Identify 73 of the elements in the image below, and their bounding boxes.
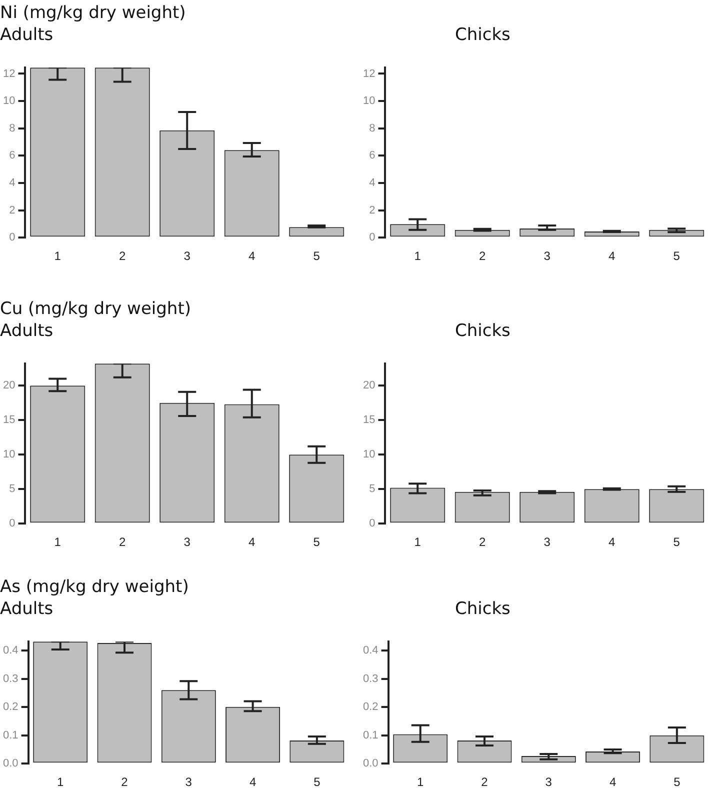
y-tick-label: 0: [9, 232, 16, 244]
y-tick-label: 0: [9, 518, 16, 530]
x-tick-label: 4: [248, 249, 256, 264]
x-tick-label: 1: [57, 775, 64, 790]
x-tick-label: 5: [673, 249, 680, 264]
y-tick-label: 12: [362, 68, 376, 80]
y-tick-label: 4: [9, 177, 16, 190]
y-tick-label: 10: [362, 95, 376, 108]
y-tick-label: 0: [369, 518, 376, 530]
y-tick-label: 10: [362, 448, 376, 461]
x-tick-label: 4: [248, 535, 256, 550]
chart-title: Chicks: [454, 320, 512, 342]
x-tick-label: 2: [479, 535, 486, 550]
y-tick-label: 5: [9, 483, 16, 496]
y-tick-label: 20: [362, 380, 376, 392]
x-tick-label: 2: [481, 775, 488, 790]
chart-subtitle: Adults: [0, 24, 54, 46]
chart-title: As (mg/kg dry weight): [0, 576, 190, 598]
x-tick-label: 2: [479, 249, 486, 264]
y-tick-label: 4: [369, 177, 376, 190]
y-tick-label: 0.1: [362, 729, 378, 742]
x-tick-label: 4: [608, 535, 616, 550]
y-tick-label: 6: [369, 150, 376, 162]
x-tick-label: 3: [545, 775, 552, 790]
y-tick-label: 0.0: [2, 758, 18, 770]
y-tick-label: 8: [369, 122, 376, 134]
x-tick-label: 1: [54, 249, 62, 264]
y-tick-label: 0.3: [362, 672, 378, 685]
x-tick-label: 4: [609, 775, 616, 790]
x-tick-label: 5: [673, 535, 680, 550]
x-tick-label: 3: [544, 249, 551, 264]
y-tick-label: 2: [369, 204, 376, 216]
x-tick-label: 1: [414, 535, 422, 550]
x-tick-label: 3: [544, 535, 551, 550]
chart-title: Chicks: [454, 24, 512, 46]
x-tick-label: 1: [417, 775, 424, 790]
y-tick-label: 15: [362, 414, 376, 426]
chart-title: Ni (mg/kg dry weight): [0, 2, 187, 24]
y-tick-label: 20: [2, 380, 16, 392]
y-tick-label: 2: [9, 204, 16, 216]
y-tick-label: 12: [2, 68, 16, 80]
y-tick-label: 10: [2, 448, 16, 461]
x-tick-label: 3: [184, 535, 191, 550]
x-tick-label: 2: [119, 535, 126, 550]
x-tick-label: 5: [313, 249, 320, 264]
y-tick-label: 10: [2, 95, 16, 108]
y-tick-label: 0.4: [2, 644, 18, 657]
x-tick-label: 4: [608, 249, 616, 264]
y-tick-label: 0.2: [2, 701, 18, 714]
y-tick-label: 0: [369, 232, 376, 244]
y-tick-label: 0.0: [362, 758, 378, 770]
y-tick-label: 0.4: [362, 644, 378, 657]
x-tick-label: 1: [54, 535, 62, 550]
x-tick-label: 5: [313, 535, 320, 550]
x-tick-label: 2: [121, 775, 128, 790]
x-tick-label: 4: [249, 775, 256, 790]
y-tick-label: 15: [2, 414, 16, 426]
chart-title: Chicks: [454, 598, 512, 620]
x-tick-label: 2: [119, 249, 126, 264]
y-tick-label: 0.2: [362, 701, 378, 714]
y-tick-label: 6: [9, 150, 16, 162]
x-tick-label: 5: [674, 775, 681, 790]
y-tick-label: 5: [369, 483, 376, 496]
y-tick-label: 0.3: [2, 672, 18, 685]
chart-subtitle: Adults: [0, 598, 54, 620]
y-tick-label: 0.1: [2, 729, 18, 742]
chart-title: Cu (mg/kg dry weight): [0, 298, 192, 320]
x-tick-label: 3: [184, 249, 191, 264]
x-tick-label: 3: [185, 775, 192, 790]
x-tick-label: 1: [414, 249, 422, 264]
x-tick-label: 5: [314, 775, 321, 790]
chart-subtitle: Adults: [0, 320, 54, 342]
y-tick-label: 8: [9, 122, 16, 134]
